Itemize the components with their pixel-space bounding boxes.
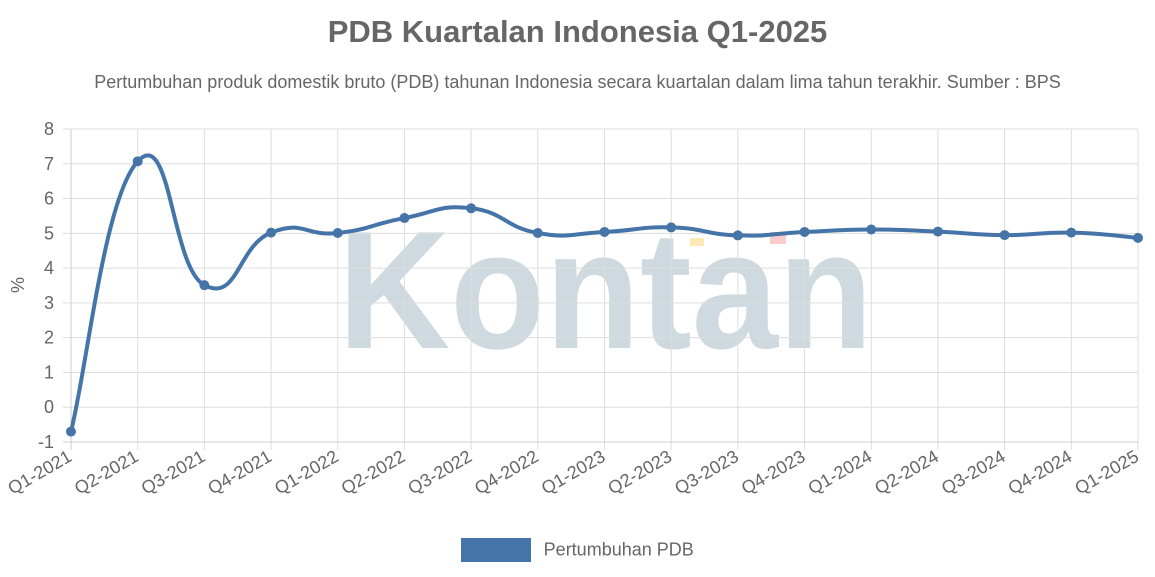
data-point[interactable]: [866, 224, 877, 235]
x-tick-label: Q1-2022: [271, 446, 342, 498]
data-point[interactable]: [999, 230, 1010, 241]
x-tick-label: Q3-2021: [138, 446, 209, 498]
x-tick-label: Q4-2023: [738, 446, 809, 498]
y-tick-label: 6: [44, 189, 54, 209]
chart-legend[interactable]: Pertumbuhan PDB: [0, 538, 1155, 562]
x-tick-label: Q1-2023: [538, 446, 609, 498]
data-point[interactable]: [466, 203, 477, 214]
data-point[interactable]: [932, 226, 943, 237]
legend-swatch: [461, 538, 532, 562]
data-point[interactable]: [66, 426, 76, 437]
x-tick-label: Q2-2021: [71, 446, 142, 498]
data-point[interactable]: [666, 222, 677, 233]
chart-title: PDB Kuartalan Indonesia Q1-2025: [327, 14, 828, 49]
x-tick-label: Q1-2025: [1071, 446, 1142, 498]
data-point[interactable]: [599, 226, 610, 237]
data-point[interactable]: [799, 226, 810, 237]
legend-label: Pertumbuhan PDB: [543, 539, 694, 560]
x-tick-label: Q3-2022: [404, 446, 475, 498]
x-tick-label: Q4-2024: [1005, 446, 1076, 498]
data-point[interactable]: [132, 156, 143, 167]
data-point[interactable]: [399, 213, 410, 224]
kontan-watermark-logo: Kontan: [338, 196, 873, 384]
y-tick-label: 0: [44, 397, 54, 417]
series-points: [66, 156, 1143, 437]
x-tick-label: Q2-2023: [605, 446, 676, 498]
data-point[interactable]: [199, 280, 210, 291]
data-point[interactable]: [332, 227, 343, 238]
y-tick-label: 5: [44, 223, 54, 243]
x-tick-label: Q3-2023: [671, 446, 742, 498]
x-tick-label: Q2-2022: [338, 446, 409, 498]
data-point[interactable]: [1066, 227, 1077, 238]
x-tick-label: Q2-2024: [871, 446, 942, 498]
x-tick-label: Q3-2024: [938, 446, 1009, 498]
x-tick-label: Q1-2024: [805, 446, 876, 498]
y-tick-label: 8: [44, 119, 54, 139]
data-point[interactable]: [732, 230, 743, 241]
chart-subtitle: Pertumbuhan produk domestik bruto (PDB) …: [94, 72, 1061, 92]
y-axis-label: %: [8, 277, 28, 293]
svg-text:Kontan: Kontan: [338, 196, 873, 384]
y-tick-label: 2: [44, 328, 54, 348]
y-tick-label: 1: [44, 362, 54, 382]
y-tick-label: 7: [44, 154, 54, 174]
y-tick-label: -1: [38, 432, 54, 452]
y-tick-label: 4: [44, 258, 54, 278]
x-tick-label: Q4-2021: [204, 446, 275, 498]
data-point[interactable]: [532, 227, 543, 238]
x-tick-label: Q1-2021: [4, 446, 75, 498]
data-point[interactable]: [266, 227, 277, 238]
x-tick-label: Q4-2022: [471, 446, 542, 498]
data-point[interactable]: [1133, 232, 1143, 243]
chart-axes: [63, 129, 1138, 450]
x-axis-ticks: Q1-2021Q2-2021Q3-2021Q4-2021Q1-2022Q2-20…: [4, 446, 1142, 498]
y-axis-ticks: 8 7 6 5 4 3 2 1 0 -1: [38, 119, 54, 452]
y-tick-label: 3: [44, 293, 54, 313]
